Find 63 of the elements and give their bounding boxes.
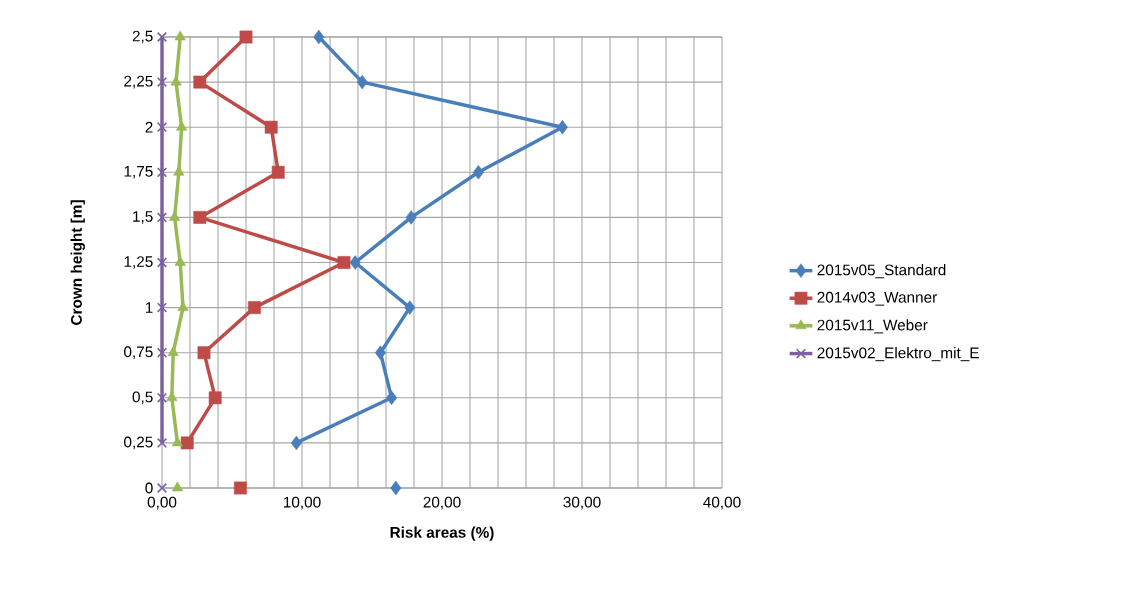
- y-tick-label: 1,25: [124, 256, 153, 269]
- point: [356, 74, 368, 90]
- point: [174, 30, 186, 41]
- x-tick-label: 30,00: [563, 496, 601, 510]
- point: [156, 257, 168, 268]
- legend-label: 2015v11_Weber: [817, 319, 928, 334]
- point: [337, 256, 351, 269]
- y-tick-label: 0,75: [124, 346, 153, 360]
- y-tick-label: 0: [145, 482, 153, 494]
- point: [405, 210, 417, 225]
- point: [169, 211, 181, 221]
- point: [156, 392, 168, 403]
- point: [167, 346, 179, 357]
- point: [404, 300, 416, 315]
- point: [156, 76, 168, 88]
- x-tick-label: 40,00: [703, 496, 741, 510]
- point: [374, 345, 386, 360]
- point: [386, 390, 398, 405]
- point: [193, 75, 207, 89]
- legend-label: 2014v03_Wanner: [817, 291, 937, 306]
- point: [156, 347, 168, 358]
- x-tick-label: 0,00: [147, 496, 177, 510]
- point: [290, 435, 302, 451]
- y-axis-title: Crown height [m]: [70, 200, 85, 325]
- point: [156, 122, 168, 133]
- point: [248, 301, 261, 315]
- y-tick-label: 2,25: [124, 75, 153, 89]
- point: [156, 212, 168, 223]
- point: [239, 30, 253, 44]
- point: [156, 167, 168, 178]
- y-tick-label: 1,75: [124, 166, 153, 179]
- legend-label: 2015v05_Standard: [817, 264, 946, 279]
- point: [171, 481, 183, 492]
- point: [271, 165, 285, 179]
- point: [176, 120, 188, 131]
- point: [171, 436, 183, 447]
- point: [472, 165, 484, 180]
- point: [156, 302, 168, 313]
- x-tick-label: 20,00: [423, 496, 461, 510]
- x-tick-label: 10,00: [283, 496, 321, 510]
- y-tick-label: 1: [145, 302, 153, 313]
- point: [156, 482, 168, 494]
- point: [177, 301, 189, 311]
- y-tick-label: 2,5: [132, 30, 153, 44]
- point: [313, 29, 325, 45]
- legend-label: 2015v02_Elektro_mit_E: [817, 347, 979, 362]
- point: [264, 120, 278, 134]
- point: [180, 436, 194, 450]
- y-tick-label: 2: [145, 121, 153, 133]
- point: [156, 437, 168, 449]
- point: [208, 391, 222, 405]
- point: [390, 480, 402, 496]
- point: [156, 31, 168, 43]
- point: [556, 120, 568, 135]
- y-tick-label: 0,25: [124, 436, 153, 450]
- x-axis-title: Risk areas (%): [390, 526, 494, 541]
- point: [197, 346, 211, 360]
- y-tick-label: 0,5: [132, 391, 153, 405]
- point: [234, 481, 247, 495]
- point: [193, 211, 207, 224]
- point: [349, 255, 361, 270]
- point: [174, 256, 186, 266]
- y-tick-label: 1,5: [133, 211, 153, 224]
